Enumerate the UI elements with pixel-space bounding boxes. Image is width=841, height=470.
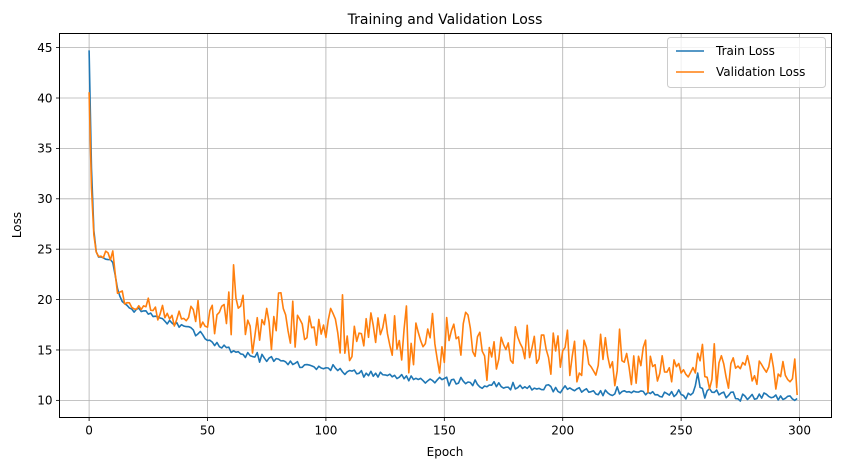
x-tick-label: 200 — [551, 424, 574, 438]
x-axis-ticks: 0 50 100 150 200 250 300 — [85, 417, 811, 438]
x-axis-label: Epoch — [427, 445, 464, 459]
x-tick-label: 100 — [314, 424, 337, 438]
y-tick-label: 15 — [37, 343, 52, 357]
legend: Train Loss Validation Loss — [667, 37, 826, 88]
y-tick-label: 40 — [37, 91, 52, 105]
y-tick-label: 35 — [37, 142, 52, 156]
x-tick-label: 250 — [670, 424, 693, 438]
series-line-validation-loss — [88, 92, 798, 396]
legend-label-train-loss: Train Loss — [715, 44, 775, 58]
x-tick-label: 50 — [200, 424, 215, 438]
x-tick-label: 150 — [433, 424, 456, 438]
y-tick-label: 25 — [37, 242, 52, 256]
y-tick-label: 20 — [37, 293, 52, 307]
series-line-train-loss — [88, 50, 798, 402]
legend-label-validation-loss: Validation Loss — [716, 65, 805, 79]
grid-lines — [59, 33, 832, 418]
y-axis-label: Loss — [10, 212, 24, 238]
x-tick-label: 0 — [85, 424, 93, 438]
y-axis-ticks: 10 15 20 25 30 35 40 45 — [37, 41, 60, 408]
y-tick-label: 45 — [37, 41, 52, 55]
chart-title: Training and Validation Loss — [347, 12, 543, 28]
y-tick-label: 10 — [37, 394, 52, 408]
plot-frame — [59, 33, 832, 418]
legend-box — [667, 37, 826, 88]
x-tick-label: 300 — [788, 424, 811, 438]
series-layer — [88, 50, 798, 402]
y-tick-label: 30 — [37, 192, 52, 206]
